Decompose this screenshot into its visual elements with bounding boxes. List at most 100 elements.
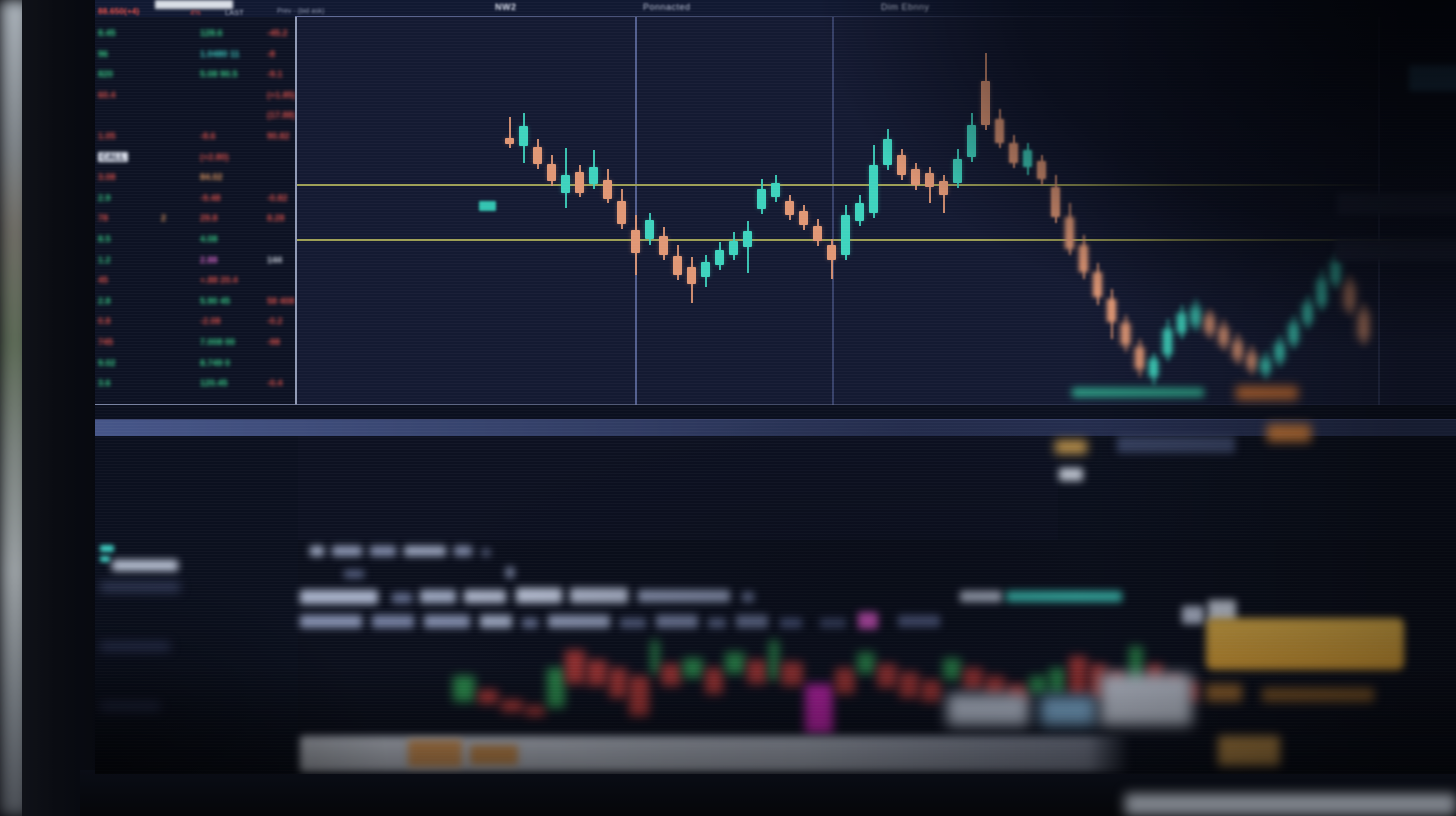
watchlist-cell: 45 — [98, 275, 109, 286]
watchlist-header-last: LAST — [225, 8, 244, 17]
submit-order-button[interactable] — [1206, 618, 1404, 670]
mini-bar — [1049, 668, 1065, 694]
watchlist-cell: -9.48 — [200, 192, 221, 203]
watchlist-row[interactable]: 1.05 -8.6 90.82 — [95, 131, 295, 145]
order-ticket-panel[interactable]: ∧ 69.8 116.0161 79D MKT BUY/ Uverbivbian… — [298, 436, 1058, 540]
candle-body — [1135, 347, 1144, 369]
watchlist-header-change: 4% — [190, 8, 201, 17]
watchlist-row[interactable]: 8.5 4.08 — [95, 234, 295, 248]
watchlist-row[interactable]: 96 1.0480 11 -8 — [95, 49, 295, 63]
watchlist-cell: 5.08 90.5 — [200, 69, 238, 80]
candle-body — [757, 189, 766, 209]
watchlist-panel[interactable]: 8.45 128.6 -45.2 96 1.0480 11 -8 820 5.08 90.5 -… — [95, 17, 296, 420]
mini-bar — [963, 668, 983, 690]
watchlist-cell: 3.6 — [98, 378, 111, 389]
mini-bar — [609, 668, 627, 698]
candle-body — [897, 155, 906, 175]
candle-body — [967, 125, 976, 157]
watchlist-row[interactable]: CALL (+2.80) — [95, 151, 295, 166]
watchlist-row[interactable]: 2.8 5.90 45 58 408 — [95, 296, 295, 310]
watchlist-row[interactable]: 1.2 2.88 144 — [95, 255, 295, 269]
watchlist-cell: -0.2 — [267, 316, 283, 327]
watchlist-row[interactable]: (17.88) — [95, 110, 296, 124]
watchlist-cell: 128.6 — [200, 28, 223, 38]
mini-bar — [501, 700, 523, 712]
candle-body — [939, 181, 948, 195]
mini-bar — [565, 650, 585, 684]
candle-body — [1079, 245, 1088, 272]
watchlist-cell: (+1.85) — [267, 89, 296, 100]
watchlist-row[interactable]: 2.9 -9.48 -0.82 — [95, 193, 295, 207]
candle-body — [1107, 299, 1116, 322]
candle-body — [813, 226, 822, 241]
mini-bar-highlight — [805, 684, 833, 734]
watchlist-cell: -9.1 — [267, 69, 283, 80]
watchlist-row[interactable]: 0.8 -2.08 -0.2 — [95, 316, 295, 330]
candle-body — [631, 230, 640, 253]
ui-blob — [1262, 688, 1374, 702]
watchlist-cell: 90.82 — [267, 131, 290, 141]
candle-body — [701, 262, 710, 277]
ui-blob — [1409, 65, 1456, 91]
candlestick-chart[interactable] — [295, 17, 1456, 405]
watchlist-cell: 2 — [161, 213, 167, 224]
candle-body — [1261, 359, 1270, 373]
ui-blob — [1218, 736, 1280, 766]
chart-gridline-vertical — [635, 17, 637, 405]
candle-body — [1233, 341, 1242, 359]
mini-bar — [705, 668, 723, 694]
menu-item-symbol[interactable]: NW2 — [495, 2, 517, 12]
candle-body — [785, 201, 794, 215]
watchlist-row[interactable]: 9.02 8.749 0 — [95, 358, 295, 372]
candle-body — [1289, 323, 1298, 343]
candle-wick — [746, 221, 749, 273]
ui-blob — [1267, 424, 1311, 442]
candle-body — [841, 215, 850, 255]
candle-body — [603, 180, 612, 199]
mini-bar — [478, 690, 498, 704]
watchlist-row[interactable]: 60.4 (+1.85) — [95, 89, 296, 104]
candle-body — [1205, 315, 1214, 333]
watchlist-cell: 9.02 — [98, 357, 116, 368]
candle-body — [771, 183, 780, 197]
candle-body — [729, 241, 738, 255]
candle-body — [589, 167, 598, 184]
mini-bar — [943, 658, 961, 680]
candle-body — [575, 172, 584, 193]
watchlist-row[interactable]: 3.08 84.02 — [95, 172, 295, 186]
candle-body — [981, 81, 990, 125]
candle-body — [561, 175, 570, 193]
ui-blob — [1117, 436, 1235, 453]
candle-body — [673, 256, 682, 275]
support-resistance-line-upper[interactable] — [297, 184, 1397, 186]
watchlist-row[interactable]: 78 2 29.8 8.28 — [95, 213, 295, 227]
candle-body — [995, 119, 1004, 143]
watchlist-row[interactable]: 45 +.88 20.4 — [95, 275, 295, 289]
top-menu-bar: 88.650(+4) NW2 Ponnacted Dim Ebnny 4% LA… — [95, 0, 1456, 17]
candle-body — [1275, 343, 1284, 361]
candle-body — [1037, 161, 1046, 179]
watchlist-row[interactable]: 8.45 128.6 -45.2 — [95, 28, 295, 42]
watchlist-cell: -45.2 — [267, 28, 288, 38]
support-resistance-line-lower[interactable] — [297, 239, 1456, 241]
watchlist-row[interactable]: 3.6 120.45 -0.4 — [95, 378, 295, 392]
menu-item-connection[interactable]: Ponnacted — [643, 2, 691, 12]
ui-blob — [1006, 591, 1122, 602]
watchlist-row[interactable]: 820 5.08 90.5 -9.1 — [95, 69, 295, 83]
watchlist-cell: 1.2 — [98, 254, 111, 265]
candle-body — [533, 147, 542, 164]
candle-body — [1065, 217, 1074, 249]
watchlist-cell: -0.4 — [267, 378, 283, 389]
candle-body — [1191, 307, 1200, 325]
watchlist-cell: (+2.80) — [200, 151, 229, 162]
candle-body — [715, 250, 724, 265]
ui-blob — [1055, 440, 1087, 454]
watchlist-row[interactable]: 745 7.008 00 -98 — [95, 337, 295, 351]
watchlist-cell: 1.05 — [98, 131, 116, 141]
chart-top-border — [295, 16, 1456, 17]
watchlist-cell: 78 — [98, 213, 109, 224]
watchlist-cell: +.88 20.4 — [200, 275, 238, 286]
menu-item-entry[interactable]: Dim Ebnny — [881, 2, 930, 12]
ui-blob — [1040, 696, 1096, 726]
watchlist-cell: 60.4 — [98, 89, 116, 100]
